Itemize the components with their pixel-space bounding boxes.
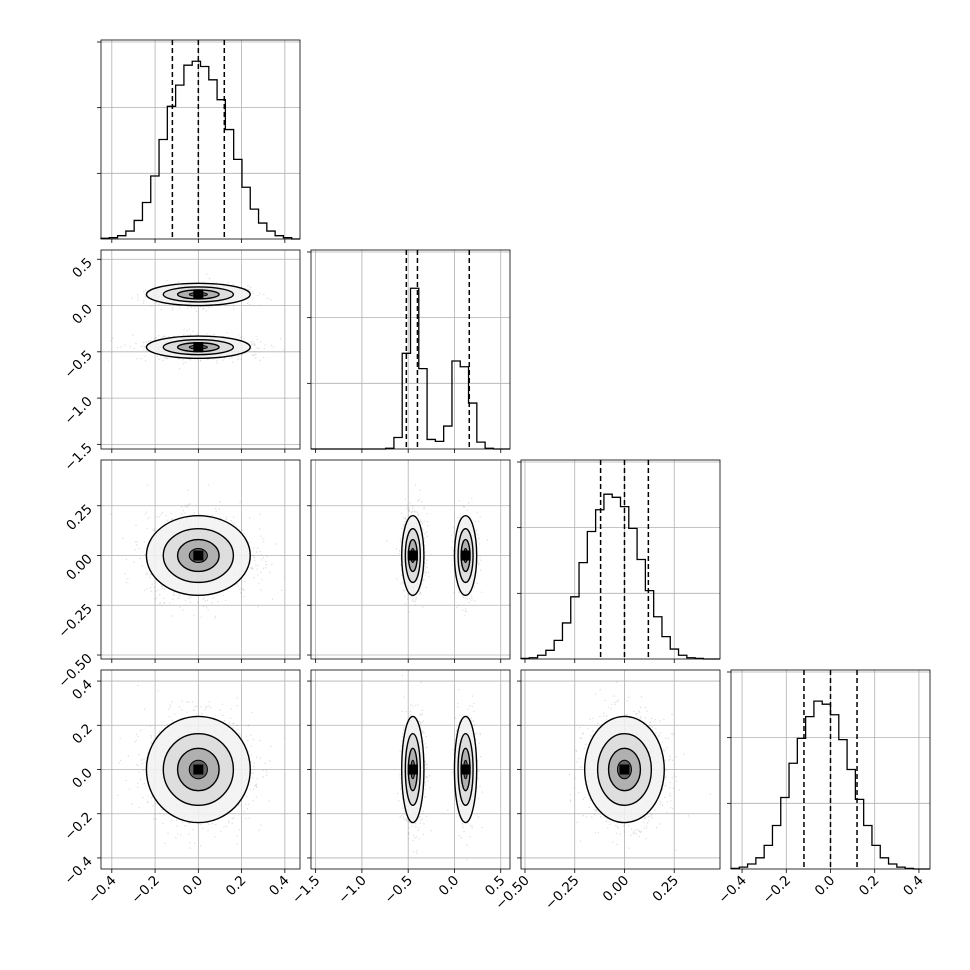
density-plot: [568, 681, 711, 851]
x-tick-label: −0.4: [85, 873, 119, 907]
y-tick-label: −1.0: [61, 394, 95, 428]
x-tick-label: 0.0: [812, 873, 839, 900]
density-plot: [108, 273, 285, 370]
y-tick-label: −0.5: [61, 347, 95, 381]
density-plot: [397, 670, 483, 861]
x-tick-label: −0.2: [760, 873, 794, 907]
density-peak: [619, 764, 630, 775]
histogram-step: [100, 60, 300, 240]
panel-frame: [100, 249, 301, 450]
histogram-step: [520, 493, 720, 660]
histogram-step: [311, 287, 510, 450]
density-peak: [460, 550, 471, 561]
density-peak: [193, 289, 204, 300]
density-peak: [193, 764, 204, 775]
histogram-panel-1: [97, 39, 301, 243]
density-plot: [117, 684, 286, 849]
x-tick-label: −0.5: [382, 873, 416, 907]
y-tick-label: 0.25: [63, 501, 96, 534]
histogram-panel-3: [517, 459, 721, 663]
density-peak: [460, 764, 471, 775]
y-tick-label: −0.4: [61, 853, 95, 887]
x-tick-label: −0.4: [715, 873, 749, 907]
density-panel-4-2: [307, 669, 511, 873]
panel-frame: [520, 459, 721, 660]
x-tick-label: −1.5: [289, 873, 323, 907]
x-tick-label: 0.0: [436, 873, 463, 900]
density-peak: [193, 342, 204, 353]
panel-frame: [100, 459, 301, 660]
y-tick-label: 0.00: [63, 551, 96, 584]
x-tick-label: 0.25: [649, 873, 682, 906]
density-plot: [386, 484, 488, 616]
y-tick-label: −0.25: [55, 601, 96, 642]
x-tick-label: 0.0: [180, 873, 207, 900]
y-tick-label: 0.5: [69, 255, 96, 282]
x-tick-label: 0.4: [900, 873, 927, 900]
y-tick-label: −0.2: [61, 809, 95, 843]
y-tick-label: 0.2: [69, 721, 96, 748]
histogram-step: [730, 700, 930, 870]
x-tick-label: 0.00: [600, 873, 633, 906]
density-peak: [407, 550, 418, 561]
panel-frame: [310, 459, 511, 660]
density-panel-3-1: [97, 459, 301, 663]
density-peak: [193, 550, 204, 561]
density-panel-3-2: [307, 459, 511, 663]
x-tick-label: −0.25: [542, 873, 583, 914]
histogram-panel-4: [727, 669, 931, 873]
y-tick-label: −1.5: [61, 440, 95, 474]
y-tick-label: 0.0: [69, 301, 96, 328]
histogram-panel-2: [307, 249, 511, 453]
y-tick-label: 0.0: [69, 765, 96, 792]
x-tick-label: −0.2: [128, 873, 162, 907]
density-panel-4-1: [97, 669, 301, 873]
panel-frame: [100, 39, 301, 240]
x-tick-label: 0.2: [223, 873, 250, 900]
x-tick-label: 0.2: [856, 873, 883, 900]
panel-frame: [310, 249, 511, 450]
density-plot: [110, 484, 286, 619]
density-panel-4-3: [517, 669, 721, 873]
density-panel-2-1: [97, 249, 301, 453]
x-tick-label: −1.0: [335, 873, 369, 907]
density-peak: [407, 764, 418, 775]
